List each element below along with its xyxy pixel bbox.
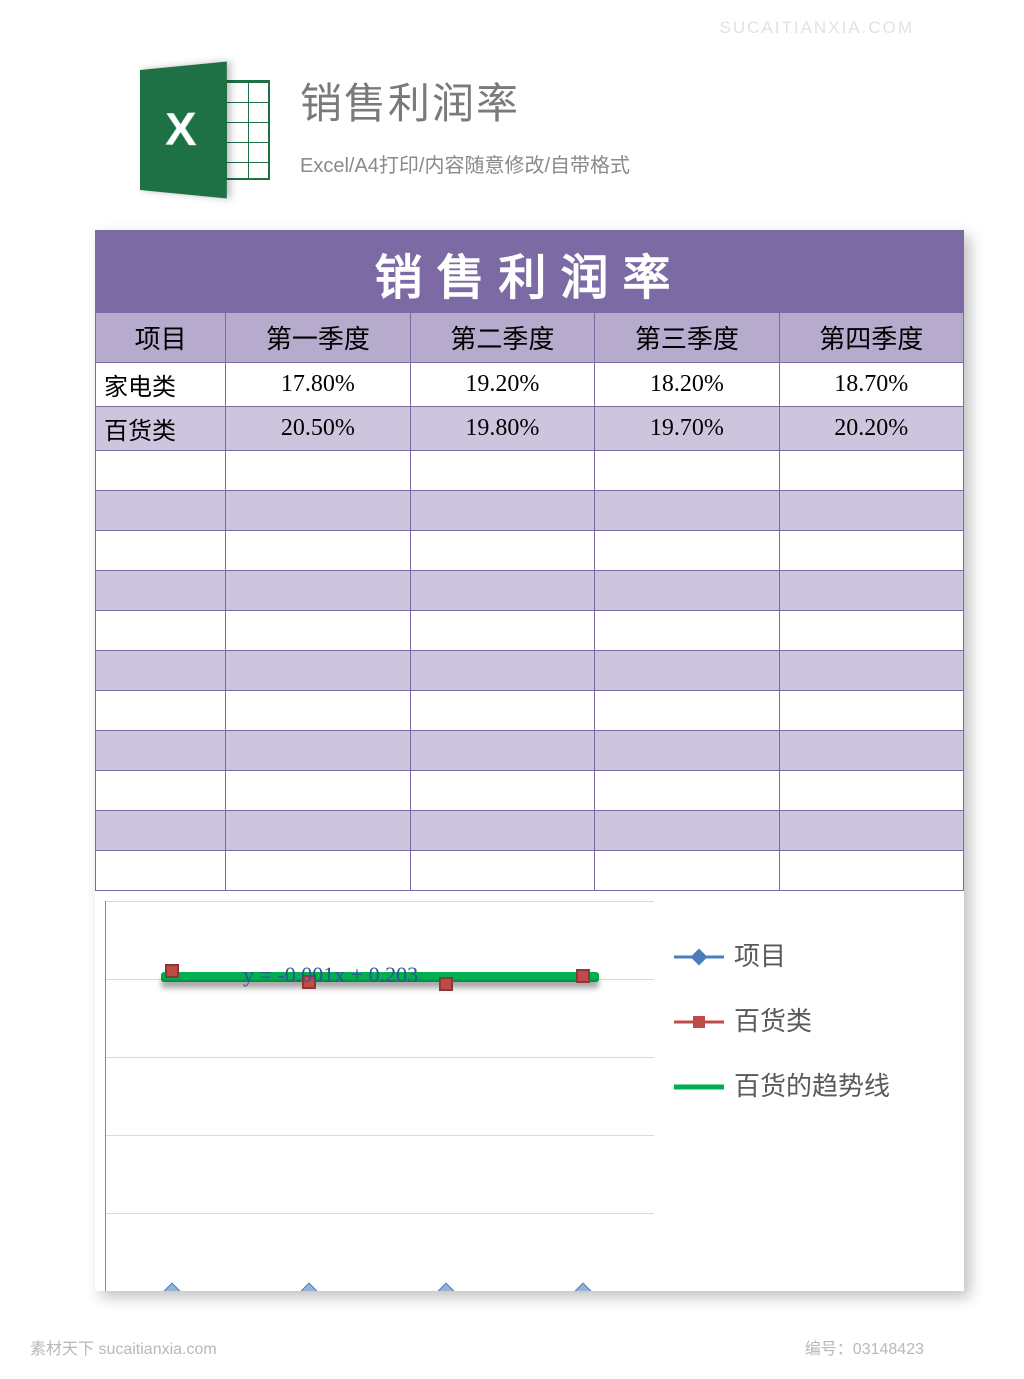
legend-item: 百货的趋势线 [674,1071,954,1102]
page-subtitle: Excel/A4打印/内容随意修改/自带格式 [300,149,630,178]
chart-legend: 项目百货类百货的趋势线 [654,901,954,1291]
series-marker [300,1283,317,1291]
table-row [96,451,964,491]
data-table: 项目第一季度第二季度第三季度第四季度 家电类17.80%19.20%18.20%… [95,312,964,891]
legend-marker [674,1012,724,1032]
footer-left: 素材天下 sucaitianxia.com [30,1335,217,1359]
watermark: SUCAITIANXIA.COM [720,18,914,38]
table-header: 第二季度 [410,313,594,363]
series-marker [163,1283,180,1291]
series-marker [439,977,453,991]
legend-marker [674,1077,724,1097]
sheet-title: 销售利润率 [95,230,964,312]
table-row [96,651,964,691]
table-header: 第三季度 [595,313,779,363]
legend-label: 百货的趋势线 [734,1071,890,1102]
table-row [96,491,964,531]
legend-label: 百货类 [734,1006,812,1037]
legend-item: 项目 [674,941,954,972]
table-row [96,731,964,771]
series-marker [576,969,590,983]
table-row [96,531,964,571]
table-row: 百货类20.50%19.80%19.70%20.20% [96,407,964,451]
legend-item: 百货类 [674,1006,954,1037]
chart-area: 0.250.20.150.10.05y = -0.001x + 0.203 项目… [95,891,964,1291]
footer-right: 编号：03148423 [805,1335,924,1359]
page-footer: 素材天下 sucaitianxia.com 编号：03148423 [0,1311,1024,1379]
table-row [96,811,964,851]
trend-equation: y = -0.001x + 0.203 [243,962,418,988]
template-preview: 销售利润率 项目第一季度第二季度第三季度第四季度 家电类17.80%19.20%… [95,230,964,1291]
table-row [96,851,964,891]
chart-plot: 0.250.20.150.10.05y = -0.001x + 0.203 [105,901,654,1291]
table-header: 第一季度 [226,313,410,363]
table-header: 项目 [96,313,226,363]
table-row [96,691,964,731]
table-row [96,771,964,811]
page-title: 销售利润率 [300,70,630,131]
legend-marker [674,947,724,967]
table-header: 第四季度 [779,313,963,363]
table-row [96,571,964,611]
legend-label: 项目 [734,941,786,972]
table-row [96,611,964,651]
excel-icon: X [140,70,270,190]
table-row: 家电类17.80%19.20%18.20%18.70% [96,363,964,407]
series-marker [574,1283,591,1291]
series-marker [437,1283,454,1291]
series-marker [165,964,179,978]
